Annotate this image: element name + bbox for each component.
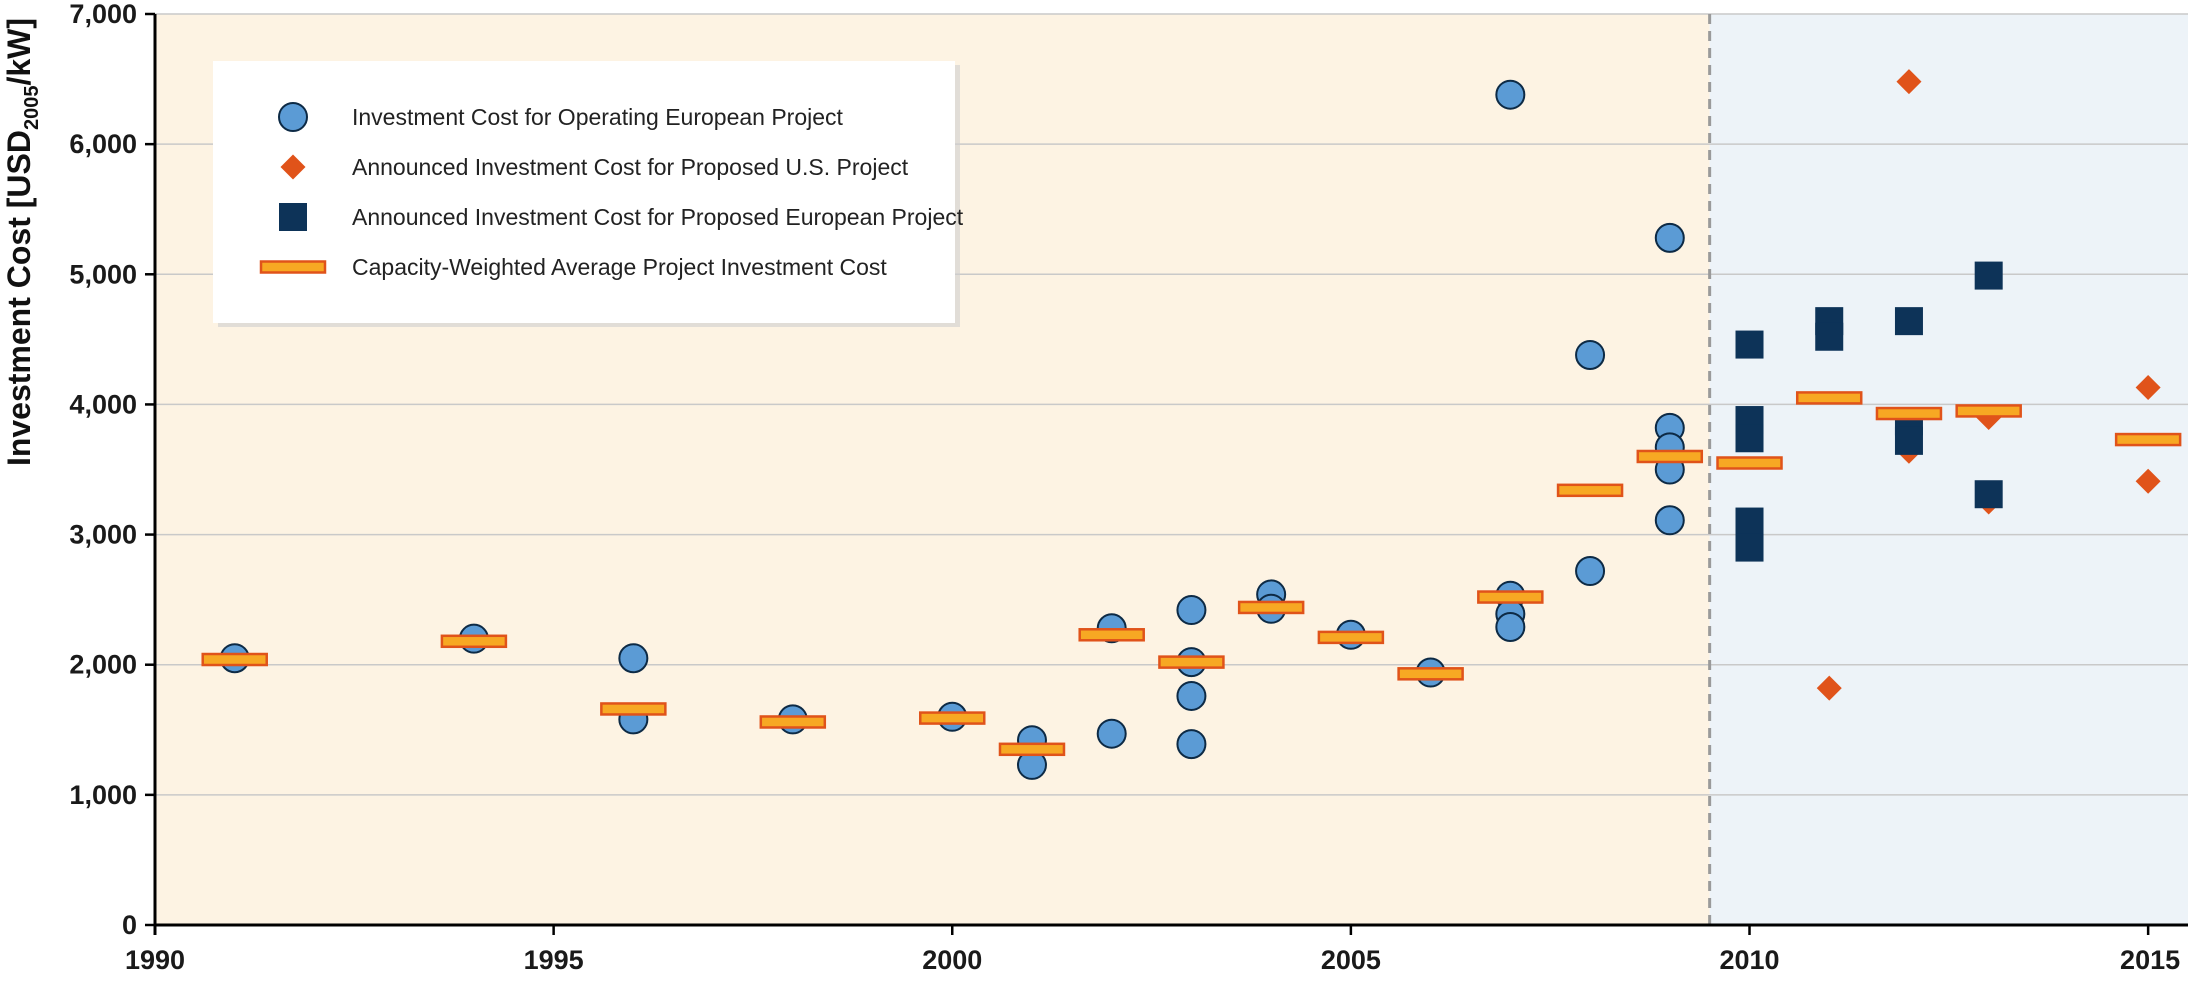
average-bar	[919, 711, 986, 725]
circle-point	[1096, 718, 1127, 749]
y-axis-title: Investment Cost [USD2005/kW]	[1, 18, 43, 466]
circle-point	[1654, 505, 1685, 536]
legend-label: Investment Cost for Operating European P…	[352, 104, 844, 130]
average-bar	[600, 702, 667, 716]
square-point	[1974, 480, 2003, 509]
legend-marker-circle	[278, 102, 308, 132]
x-tick-label: 2005	[1321, 945, 1381, 975]
legend-marker-square	[279, 203, 307, 231]
diamond-point	[2135, 468, 2161, 494]
legend-label: Capacity-Weighted Average Project Invest…	[352, 254, 887, 280]
square-point	[1735, 424, 1764, 453]
legend-marker-diamond	[280, 154, 306, 180]
circle-point	[1495, 611, 1526, 642]
y-tick-label: 7,000	[69, 0, 137, 29]
legend-marker-bar	[259, 260, 327, 274]
y-tick-label: 3,000	[69, 520, 137, 550]
circle-point	[1176, 680, 1207, 711]
y-axis-title-subscript: 2005	[21, 86, 43, 131]
circle-point	[1495, 79, 1526, 110]
average-bar	[1875, 406, 1943, 421]
x-tick-labels: 1990 1995 2000 2005 2010 2015	[125, 945, 2180, 975]
y-tick-label: 5,000	[69, 259, 137, 289]
background-region-2	[1709, 14, 2188, 925]
average-bar	[1716, 456, 1783, 470]
square-point	[1735, 330, 1764, 359]
diamond-point	[1896, 69, 1922, 95]
average-bar	[1636, 449, 1704, 464]
data-series	[201, 69, 2182, 780]
average-bar	[2114, 432, 2182, 447]
y-tick-labels: 0 1,000 2,000 3,000 4,000 5,000 6,000 7,000	[69, 0, 137, 940]
axes	[145, 12, 2188, 935]
average-bar	[1237, 600, 1305, 615]
average-bar	[1477, 590, 1544, 604]
y-tick-label: 2,000	[69, 650, 137, 680]
square-point	[1735, 507, 1764, 536]
average-bar	[759, 715, 827, 729]
y-tick-label: 1,000	[69, 780, 137, 810]
x-tick-label: 1990	[125, 945, 185, 975]
circle-point	[1654, 222, 1685, 253]
average-bar	[1158, 655, 1225, 669]
average-bar	[1078, 628, 1145, 642]
average-bar	[440, 634, 508, 649]
square-point	[1815, 322, 1844, 351]
square-point	[1894, 426, 1923, 455]
y-tick-label: 4,000	[69, 389, 137, 419]
diamond-point	[2135, 375, 2161, 401]
legend: Investment Cost for Operating European P…	[213, 61, 964, 327]
circle-point	[1176, 595, 1207, 626]
square-point	[1974, 261, 2003, 290]
circle-point	[1575, 556, 1606, 587]
series-3	[1735, 261, 2003, 562]
square-point	[1894, 307, 1923, 336]
y-tick-label: 0	[122, 910, 137, 940]
y-tick-label: 6,000	[69, 129, 137, 159]
average-bar	[998, 742, 1066, 757]
circle-point	[1176, 729, 1207, 760]
legend-box	[213, 61, 955, 323]
x-tick-label: 1995	[524, 945, 584, 975]
x-tick-label: 2015	[2120, 945, 2180, 975]
average-bar	[1795, 391, 1863, 405]
average-bar	[1317, 630, 1385, 645]
x-tick-label: 2010	[1719, 945, 1779, 975]
average-bar	[1397, 667, 1464, 681]
average-bar	[1556, 483, 1624, 498]
legend-label: Announced Investment Cost for Proposed U…	[352, 154, 909, 180]
y-axis-title-main: Investment Cost [USD	[1, 130, 37, 466]
series-4	[201, 391, 2182, 757]
square-point	[1735, 533, 1764, 562]
y-axis-title-tail: /kW]	[1, 18, 37, 86]
diamond-point	[1816, 675, 1842, 701]
circle-point	[1575, 339, 1606, 370]
average-bar	[201, 652, 268, 667]
average-bar	[1955, 404, 2022, 418]
legend-label: Announced Investment Cost for Proposed E…	[352, 204, 964, 230]
x-tick-label: 2000	[922, 945, 982, 975]
circle-point	[618, 643, 649, 674]
